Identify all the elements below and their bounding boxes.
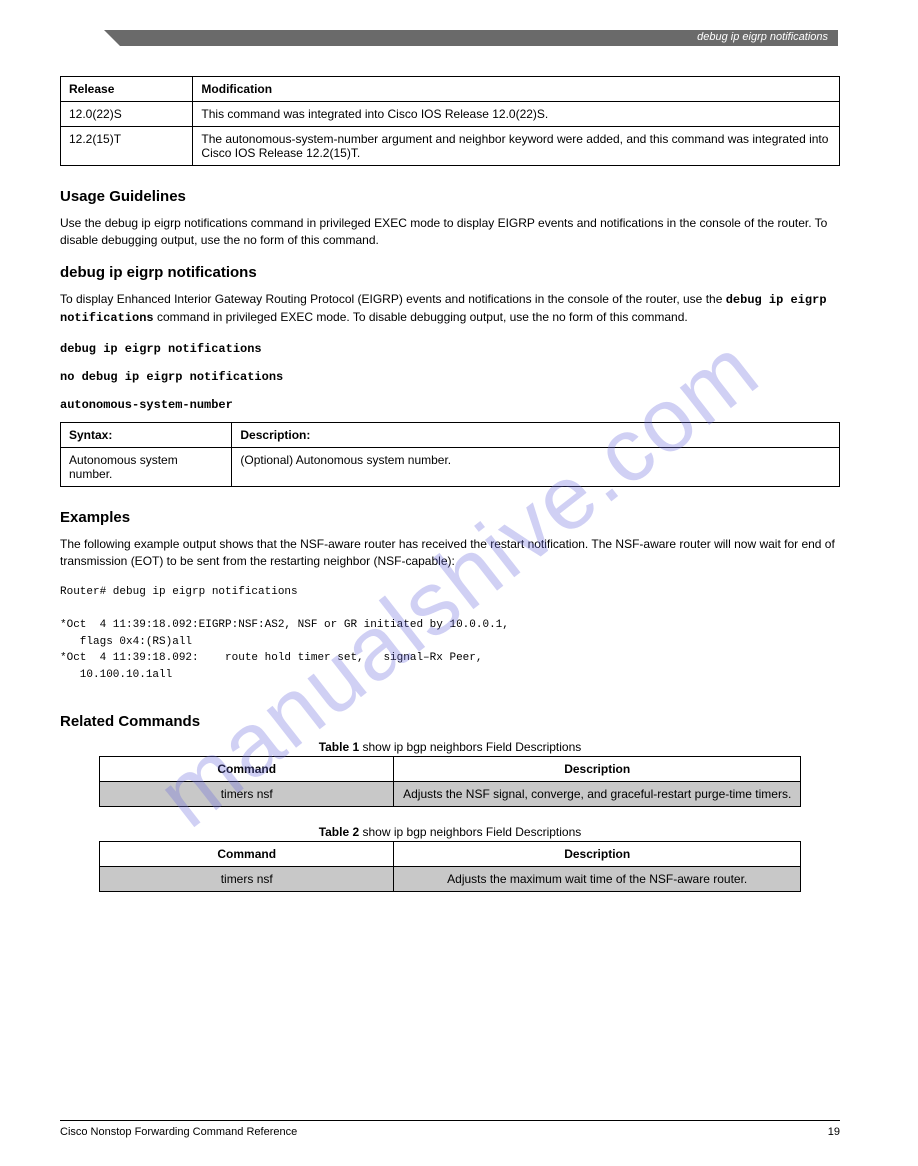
table-row: 12.0(22)S This command was integrated in… [61, 102, 840, 127]
col-syntax: Syntax: [61, 422, 232, 447]
table-row: timers nsf Adjusts the NSF signal, conve… [100, 782, 801, 807]
table-row: timers nsf Adjusts the maximum wait time… [100, 867, 801, 892]
cell: Adjusts the NSF signal, converge, and gr… [394, 782, 801, 807]
table-row: 12.2(15)T The autonomous-system-number a… [61, 127, 840, 166]
argument-table: Syntax: Description: Autonomous system n… [60, 422, 840, 487]
col-command: Command [100, 842, 394, 867]
cell: 12.2(15)T [61, 127, 193, 166]
col-desc: Description [394, 757, 801, 782]
cell: 12.0(22)S [61, 102, 193, 127]
related-heading: Related Commands [60, 713, 840, 730]
related-table-1: Command Description timers nsf Adjusts t… [99, 756, 801, 807]
col-desc: Description [394, 842, 801, 867]
col-release: Release [61, 77, 193, 102]
col-command: Command [100, 757, 394, 782]
usage-body: Use the debug ip eigrp notifications com… [60, 215, 840, 250]
cell: (Optional) Autonomous system number. [232, 447, 840, 486]
caption-2: Table 2 show ip bgp neighbors Field Desc… [60, 825, 840, 839]
cell: timers nsf [100, 867, 394, 892]
page-number: 19 [828, 1126, 840, 1138]
usage-title: Usage Guidelines [60, 188, 840, 205]
section-title: debug ip eigrp notifications [60, 264, 840, 281]
cell: The autonomous-system-number argument an… [193, 127, 840, 166]
history-table: Release Modification 12.0(22)S This comm… [60, 76, 840, 166]
argument-label: autonomous-system-number [60, 398, 840, 412]
table-row: Autonomous system number. (Optional) Aut… [61, 447, 840, 486]
related-table-2: Command Description timers nsf Adjusts t… [99, 841, 801, 892]
syntax-off: no debug ip eigrp notifications [60, 370, 840, 384]
examples-heading: Examples [60, 509, 840, 526]
cell: Adjusts the maximum wait time of the NSF… [394, 867, 801, 892]
header-tab: debug ip eigrp notifications [697, 31, 828, 43]
example-output: Router# debug ip eigrp notifications *Oc… [60, 584, 840, 683]
cell: timers nsf [100, 782, 394, 807]
footer-title: Cisco Nonstop Forwarding Command Referen… [60, 1126, 297, 1138]
col-desc: Description: [232, 422, 840, 447]
col-modification: Modification [193, 77, 840, 102]
syntax-on: debug ip eigrp notifications [60, 342, 840, 356]
caption-1: Table 1 show ip bgp neighbors Field Desc… [60, 740, 840, 754]
cell: This command was integrated into Cisco I… [193, 102, 840, 127]
examples-body: The following example output shows that … [60, 536, 840, 571]
cell: Autonomous system number. [61, 447, 232, 486]
section-desc: To display Enhanced Interior Gateway Rou… [60, 291, 840, 328]
